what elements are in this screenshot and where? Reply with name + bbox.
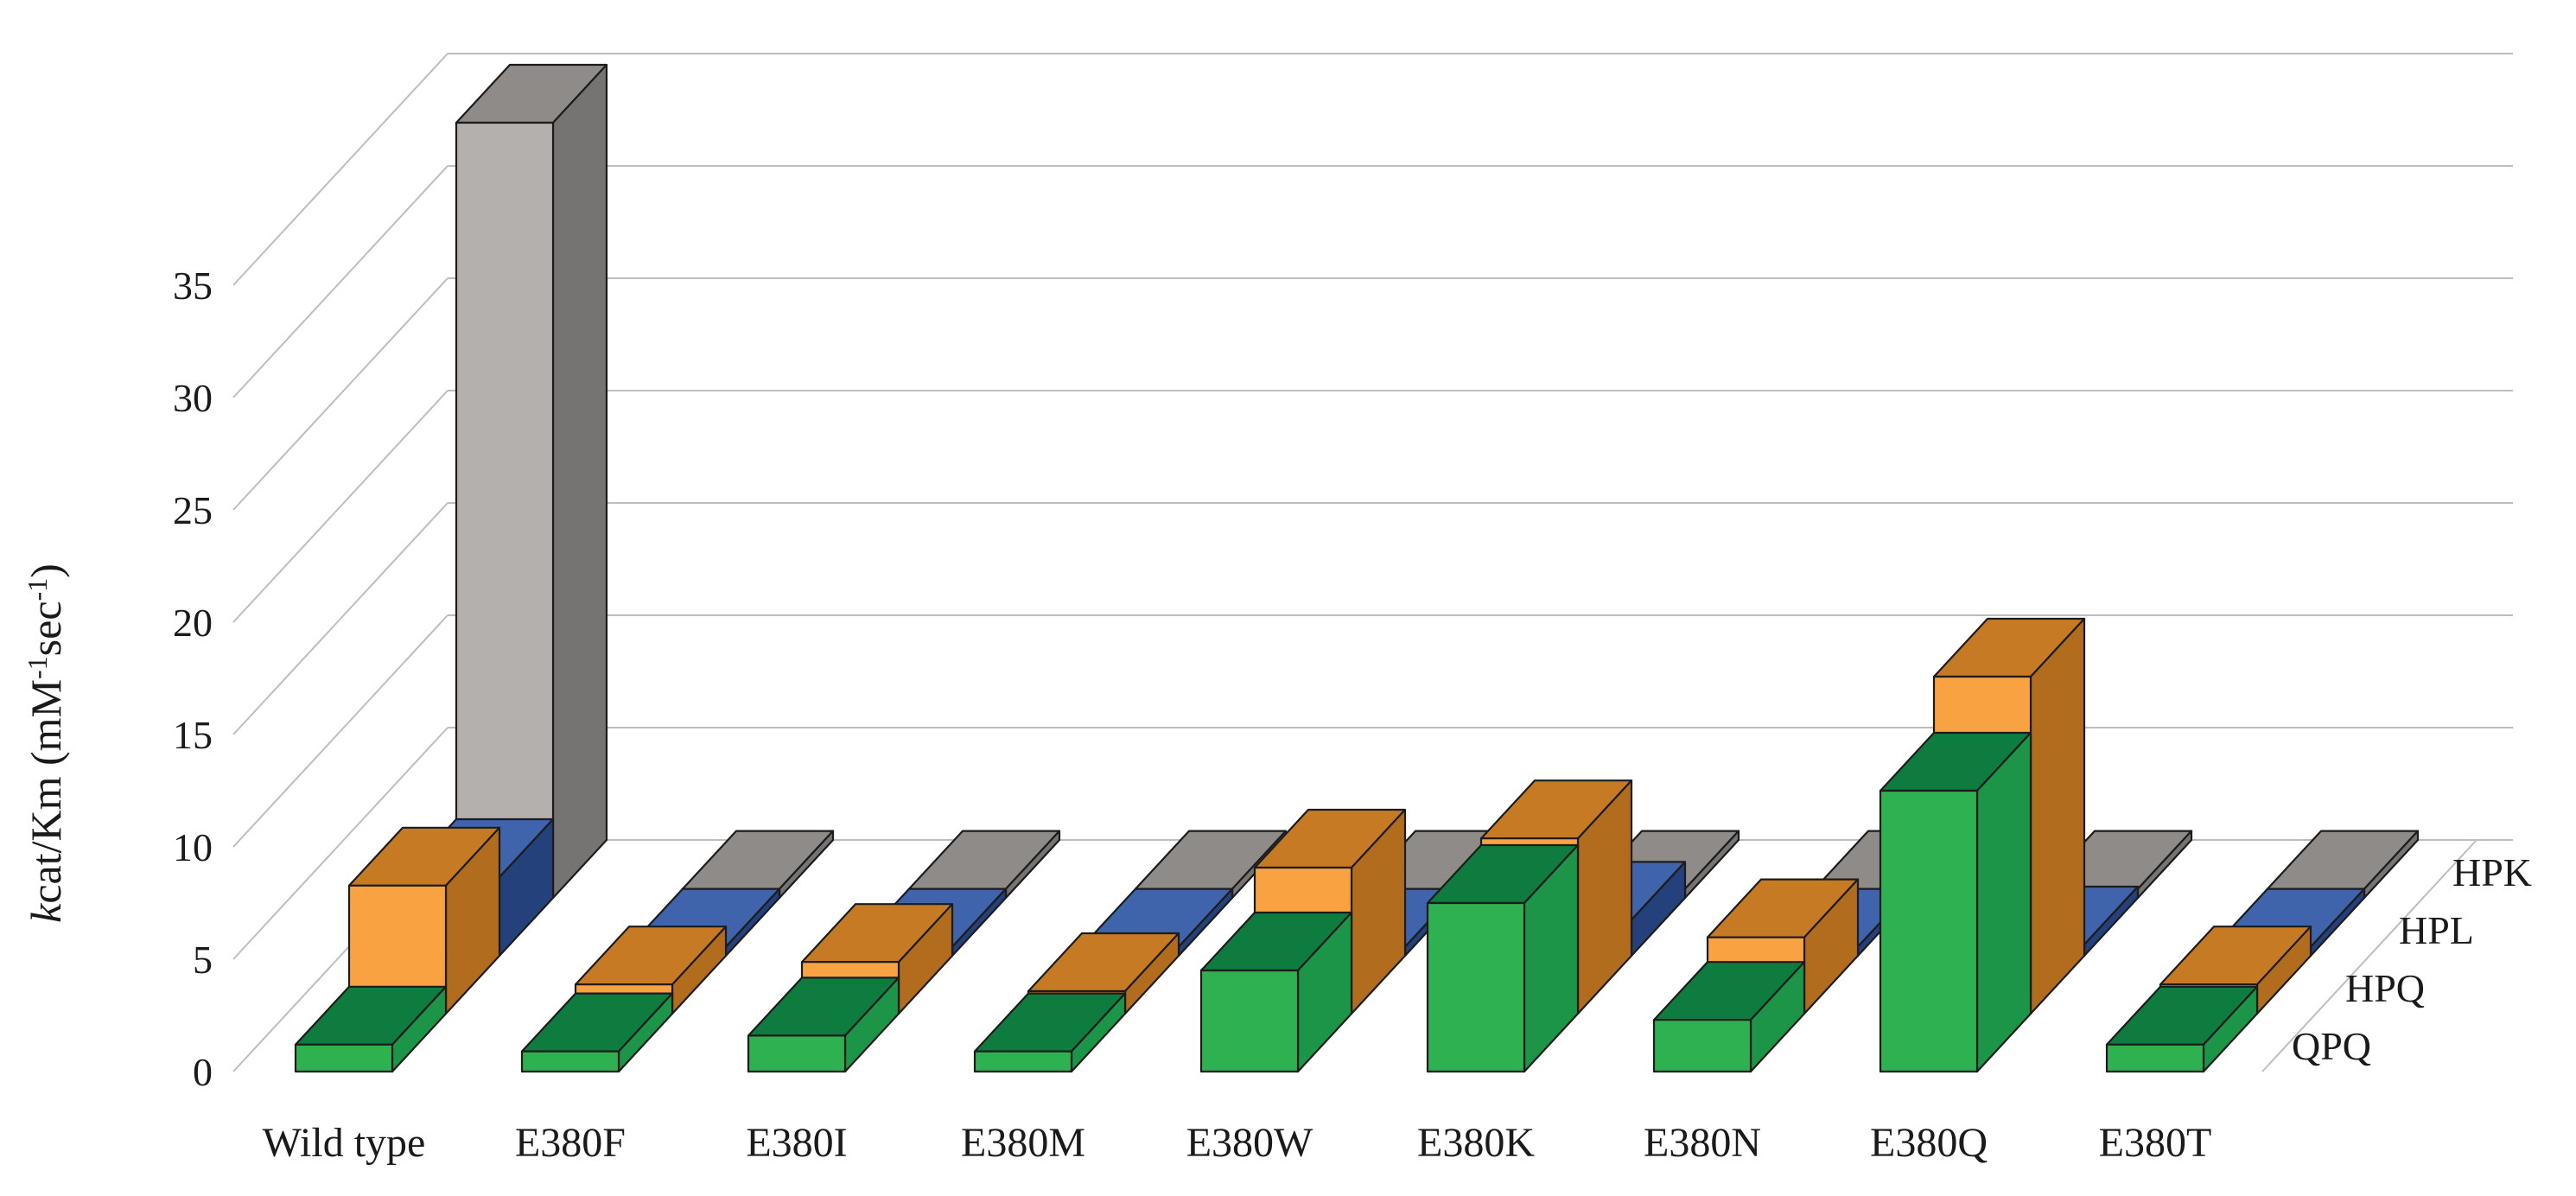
gridline-diagonal: [232, 53, 448, 286]
category-label: E380K: [1417, 1120, 1535, 1166]
category-label: E380T: [2099, 1120, 2212, 1166]
y-tick-label: 35: [173, 264, 213, 308]
category-label: E380N: [1644, 1120, 1761, 1166]
y-tick-label: 20: [173, 601, 213, 645]
bar-QPQ-E380F: [520, 992, 674, 1073]
bar-front-face: [1879, 789, 1979, 1073]
bar-front-face: [2105, 1043, 2205, 1073]
series-label-HPK: HPK: [2452, 850, 2532, 894]
bar-QPQ-E380Q: [1879, 731, 2032, 1073]
bar-front-face: [747, 1034, 847, 1073]
y-tick-label: 5: [193, 938, 213, 982]
bar-side-face: [551, 63, 608, 900]
y-tick-label: 10: [173, 825, 213, 869]
gridline-diagonal: [232, 277, 448, 511]
category-label: E380I: [746, 1120, 847, 1166]
bar-QPQ-E380M: [973, 992, 1127, 1073]
category-label: E380Q: [1870, 1120, 1988, 1166]
bar-front-face: [1426, 901, 1526, 1073]
bar-QPQ-E380K: [1426, 843, 1580, 1073]
y-axis-title: kcat/Km (mM-1sec-1): [22, 563, 70, 923]
bar-front-face: [1652, 1019, 1752, 1073]
gridline-diagonal: [232, 502, 448, 735]
bar-QPQ-E380N: [1652, 961, 1806, 1073]
category-label: E380F: [515, 1120, 626, 1166]
y-tick-label: 30: [173, 376, 213, 420]
category-label: E380W: [1186, 1120, 1313, 1166]
series-label-QPQ: QPQ: [2292, 1024, 2371, 1068]
floor-right-edge: [2261, 839, 2477, 1072]
series-label-HPQ: HPQ: [2345, 966, 2425, 1010]
series-label-HPL: HPL: [2399, 908, 2474, 952]
bar-front-face: [973, 1050, 1073, 1073]
category-label: E380M: [961, 1120, 1085, 1166]
bar-front-face: [1199, 969, 1300, 1073]
bar-front-face: [294, 1043, 394, 1073]
bar-QPQ-E380W: [1199, 911, 1353, 1073]
bar-front-face: [520, 1050, 620, 1073]
bar-QPQ-E380I: [747, 977, 900, 1073]
gridline-diagonal: [232, 727, 448, 960]
y-tick-label: 25: [173, 488, 213, 532]
category-label: Wild type: [263, 1120, 426, 1166]
bar-front-face: [455, 121, 555, 900]
bar-HPK-Wild type: [455, 63, 608, 900]
y-tick-label: 15: [173, 713, 213, 757]
y-tick-label: 0: [193, 1050, 213, 1094]
bar-side-face: [2029, 617, 2086, 1015]
bar-QPQ-Wild type: [294, 985, 448, 1073]
gridline-diagonal: [232, 614, 448, 848]
bar-QPQ-E380T: [2105, 985, 2259, 1073]
gridline-diagonal: [232, 165, 448, 398]
gridline-diagonal: [232, 390, 448, 623]
bar-side-face: [1975, 731, 2032, 1073]
